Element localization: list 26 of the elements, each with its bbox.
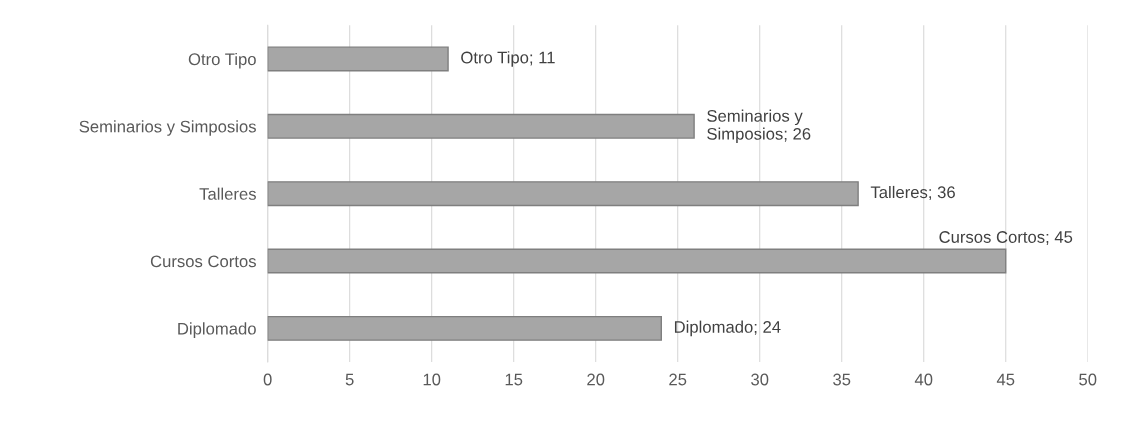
bar bbox=[267, 248, 1007, 274]
x-tick-label: 30 bbox=[751, 373, 769, 386]
bar bbox=[267, 113, 695, 139]
x-tick-label: 50 bbox=[1079, 373, 1097, 386]
y-tick-label: Seminarios y Simposios bbox=[79, 120, 256, 136]
data-label: Seminarios y Simposios; 26 bbox=[707, 109, 811, 144]
data-label: Diplomado; 24 bbox=[674, 320, 781, 337]
x-tick-label: 25 bbox=[669, 373, 687, 386]
y-tick-label: Diplomado bbox=[178, 322, 256, 338]
x-tick-label: 20 bbox=[587, 373, 605, 386]
data-label: Talleres; 36 bbox=[870, 185, 955, 201]
data-label: Otro Tipo; 11 bbox=[461, 51, 555, 67]
bar bbox=[267, 46, 449, 72]
y-tick-label: Otro Tipo bbox=[188, 52, 256, 69]
data-label: Cursos Cortos; 45 bbox=[939, 231, 1073, 245]
x-tick-label: 40 bbox=[914, 373, 933, 386]
bar bbox=[267, 315, 662, 341]
y-tick-label: Talleres bbox=[199, 187, 256, 200]
bar bbox=[267, 181, 859, 207]
x-tick-label: 0 bbox=[263, 373, 272, 386]
x-tick-label: 10 bbox=[423, 373, 441, 386]
x-tick-label: 35 bbox=[833, 373, 851, 386]
y-tick-label: Cursos Cortos bbox=[150, 255, 256, 268]
x-tick-label: 5 bbox=[345, 373, 354, 386]
x-tick-label: 45 bbox=[996, 373, 1015, 386]
x-tick-label: 15 bbox=[505, 373, 523, 386]
